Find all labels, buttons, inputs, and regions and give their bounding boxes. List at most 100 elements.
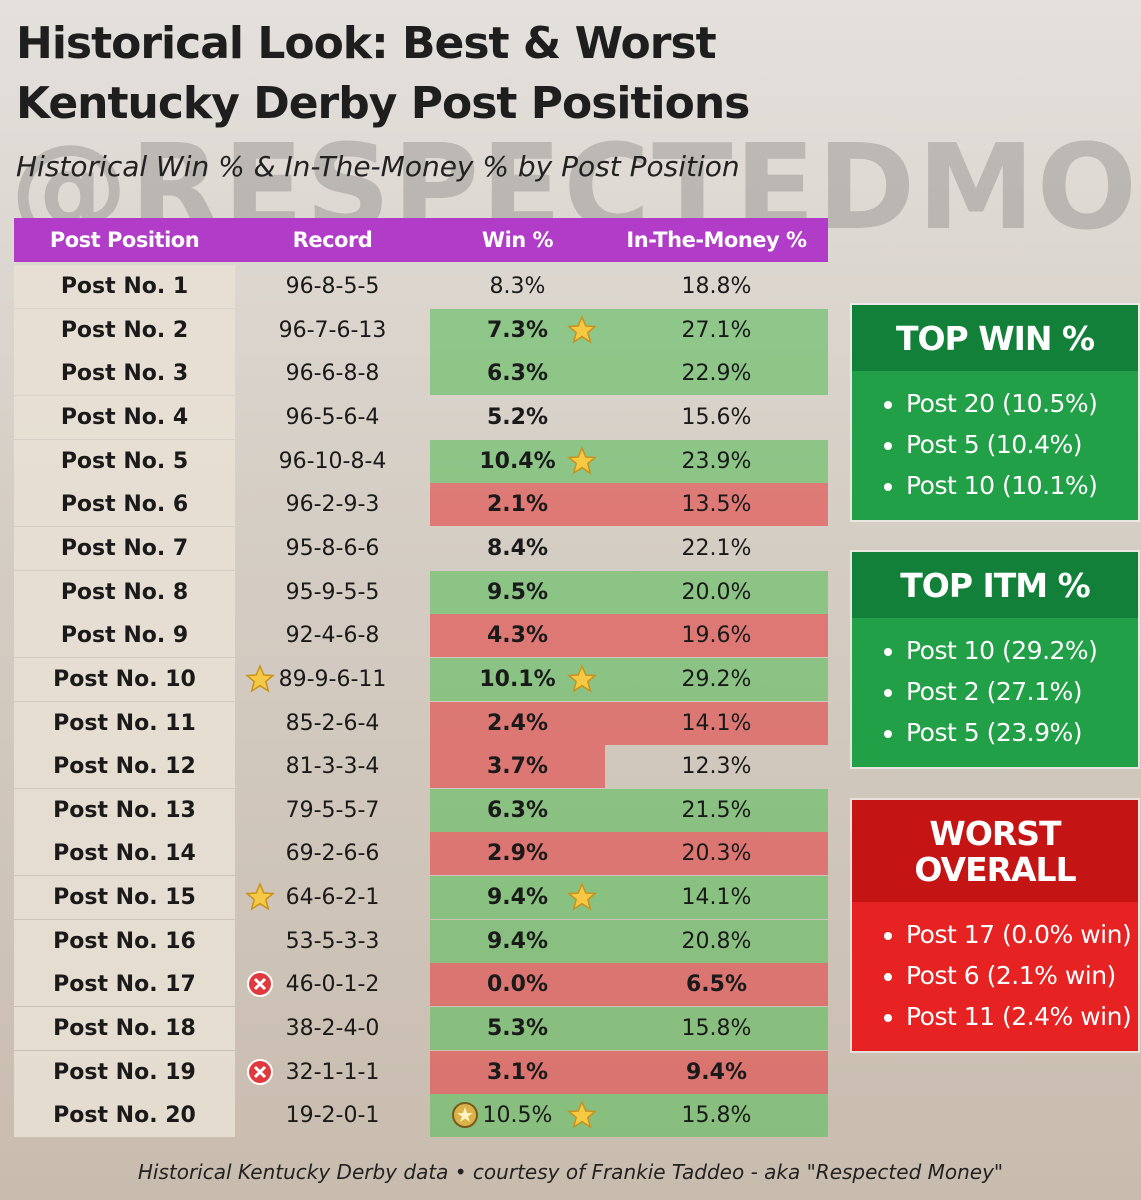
win-cell: 2.4%	[430, 701, 605, 745]
record-cell: 81-3-3-4	[285, 754, 380, 780]
star-icon	[567, 445, 597, 475]
panel-item: Post 11 (2.4% win)	[906, 996, 1138, 1037]
panel-item: Post 20 (10.5%)	[906, 383, 1138, 424]
star-icon	[567, 1100, 597, 1130]
record-cell: 96-5-6-4	[285, 404, 380, 430]
coin-icon	[452, 1102, 478, 1129]
post-cell: Post No. 17	[14, 963, 235, 1007]
post-cell: Post No. 6	[14, 483, 235, 527]
itm-cell: 15.8%	[605, 1094, 828, 1138]
post-cell: Post No. 4	[14, 395, 235, 439]
table-header: Post Position Record Win % In-The-Money %	[14, 218, 828, 262]
win-cell: 2.9%	[430, 832, 605, 876]
record-cell: 69-2-6-6	[285, 841, 380, 867]
itm-cell: 15.8%	[605, 1007, 828, 1051]
post-cell: Post No. 20	[14, 1094, 235, 1138]
win-cell: 3.7%	[430, 745, 605, 789]
title-line: Kentucky Derby Post Positions	[16, 78, 750, 129]
panel-item: Post 10 (29.2%)	[906, 630, 1138, 671]
panel-item: Post 6 (2.1% win)	[906, 955, 1138, 996]
title-line: Historical Look: Best & Worst	[16, 18, 717, 69]
record-cell: 64-6-2-1	[285, 885, 380, 911]
record-cell: 38-2-4-0	[285, 1016, 380, 1042]
record-cell: 92-4-6-8	[285, 623, 380, 649]
record-cell: 96-2-9-3	[285, 492, 380, 518]
star-icon	[245, 663, 275, 693]
panel: TOP ITM % Post 10 (29.2%)Post 2 (27.1%)Po…	[852, 552, 1138, 767]
itm-cell: 20.0%	[605, 570, 828, 614]
record-cell: 96-6-8-8	[285, 361, 380, 387]
win-cell: 5.3%	[430, 1007, 605, 1051]
panel-title-line: TOP ITM %	[900, 566, 1090, 605]
star-icon	[567, 663, 597, 693]
win-cell: 2.1%	[430, 483, 605, 527]
win-cell: 0.0%	[430, 963, 605, 1007]
record-cell: 95-8-6-6	[285, 535, 380, 561]
post-cell: Post No. 19	[14, 1050, 235, 1094]
panel-title-line: WORST	[929, 814, 1061, 853]
win-cell: 6.3%	[430, 788, 605, 832]
itm-cell: 22.9%	[605, 352, 828, 396]
win-cell: 9.5%	[430, 570, 605, 614]
record-cell: 89-9-6-11	[278, 666, 387, 692]
panel-title: TOP ITM %	[852, 552, 1138, 618]
panel-title-line: OVERALL	[914, 850, 1076, 889]
post-cell: Post No. 11	[14, 701, 235, 745]
itm-cell: 21.5%	[605, 788, 828, 832]
win-cell: 6.3%	[430, 352, 605, 396]
post-cell: Post No. 13	[14, 788, 235, 832]
post-cell: Post No. 16	[14, 919, 235, 963]
itm-cell: 19.6%	[605, 614, 828, 658]
panel-item: Post 5 (23.9%)	[906, 712, 1138, 753]
panel-list: Post 17 (0.0% win)Post 6 (2.1% win)Post …	[852, 902, 1138, 1051]
column-header: In-The-Money %	[626, 228, 807, 252]
itm-cell: 6.5%	[605, 963, 828, 1007]
footer: Historical Kentucky Derby data • courtes…	[137, 1160, 1004, 1184]
column-header: Post Position	[49, 228, 200, 252]
record-cell: 32-1-1-1	[285, 1059, 380, 1085]
itm-cell: 14.1%	[605, 876, 828, 920]
panel-title-line: TOP WIN %	[895, 319, 1095, 358]
post-cell: Post No. 1	[14, 265, 235, 308]
x-icon	[247, 1058, 273, 1085]
star-icon	[245, 882, 275, 911]
panel-item: Post 10 (10.1%)	[906, 465, 1138, 506]
record-cell: 46-0-1-2	[285, 972, 380, 998]
panel: WORSTOVERALLPost 17 (0.0% win)Post 6 (2.…	[852, 800, 1138, 1051]
panel-list: Post 20 (10.5%)Post 5 (10.4%)Post 10 (10…	[852, 371, 1138, 520]
record-cell: 53-5-3-3	[285, 928, 380, 954]
post-cell: Post No. 3	[14, 352, 235, 396]
itm-cell: 15.6%	[681, 404, 752, 430]
itm-cell: 23.9%	[605, 439, 828, 483]
win-cell: 9.4%	[430, 919, 605, 963]
record-cell: 95-9-5-5	[285, 579, 380, 605]
x-icon	[247, 971, 273, 998]
record-cell: 19-2-0-1	[285, 1103, 380, 1129]
post-cell: Post No. 14	[14, 832, 235, 876]
panel-item: Post 5 (10.4%)	[906, 424, 1138, 465]
itm-cell: 9.4%	[605, 1050, 828, 1094]
column-header: Win %	[481, 228, 554, 252]
panel-title: TOP WIN %	[852, 305, 1138, 371]
itm-cell: 29.2%	[605, 657, 828, 701]
post-cell: Post No. 12	[14, 745, 235, 789]
post-cell: Post No. 9	[14, 614, 235, 658]
win-cell: 5.2%	[486, 404, 548, 430]
win-cell: 8.3%	[489, 274, 546, 299]
subtitle: Historical Win % & In-The-Money % by Pos…	[16, 150, 740, 183]
panel-title: WORST OVERALL	[852, 800, 1138, 902]
win-cell: 3.1%	[430, 1050, 605, 1094]
itm-cell: 22.1%	[681, 535, 752, 561]
panel: TOP WIN % Post 20 (10.5%)Post 5 (10.4%)Po…	[852, 305, 1138, 520]
itm-cell: 18.8%	[681, 274, 752, 299]
itm-cell: 27.1%	[605, 308, 828, 352]
record-cell: 85-2-6-4	[285, 710, 380, 736]
post-cell: Post No. 5	[14, 439, 235, 483]
itm-cell: 13.5%	[605, 483, 828, 527]
post-cell: Post No. 8	[14, 570, 235, 614]
itm-cell: 20.3%	[605, 832, 828, 876]
post-cell: Post No. 10	[14, 657, 235, 701]
post-cell: Post No. 2	[14, 308, 235, 352]
post-cell: Post No. 15	[14, 876, 235, 920]
